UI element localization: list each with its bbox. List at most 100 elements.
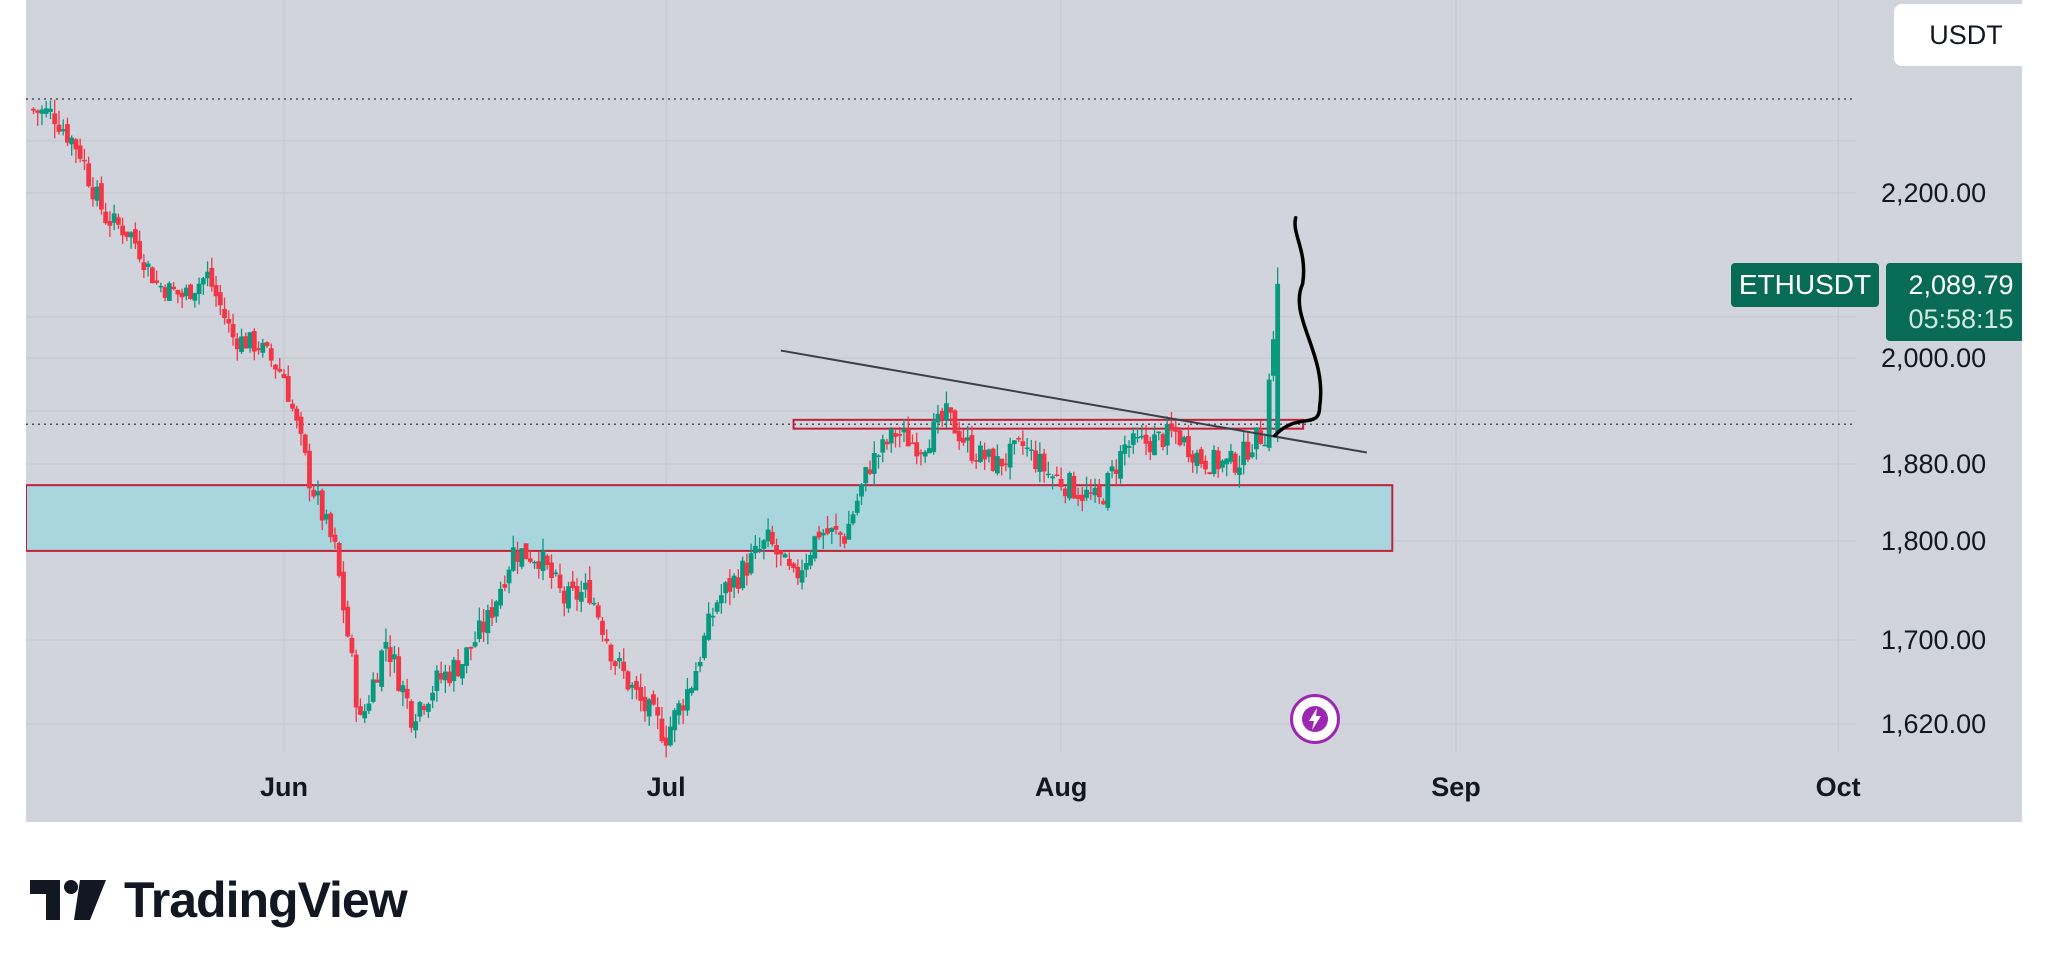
price-tick-label: 1,700.00 — [1881, 625, 1987, 655]
candle — [718, 584, 724, 614]
candle-body — [285, 376, 291, 402]
candle-body — [948, 407, 954, 413]
candle — [43, 101, 49, 118]
candle — [1084, 476, 1089, 502]
candle — [1033, 440, 1039, 473]
candle-body — [663, 737, 669, 746]
candle-body — [638, 687, 644, 701]
candle-body — [1160, 434, 1166, 448]
candle-body — [56, 124, 62, 132]
candle-body — [727, 578, 733, 592]
candle-body — [1194, 452, 1200, 466]
candle — [578, 580, 584, 613]
candle-body — [94, 186, 100, 201]
candle — [803, 553, 809, 578]
candle — [408, 699, 414, 733]
candle-body — [1215, 450, 1221, 470]
candle — [791, 562, 796, 573]
candle-body — [718, 595, 724, 604]
candle-body — [1011, 440, 1017, 445]
candle — [876, 454, 881, 469]
currency-button[interactable]: USDT — [1894, 4, 2022, 66]
candle — [761, 538, 767, 560]
price-tick-label: 1,620.00 — [1881, 709, 1987, 739]
candle-body — [769, 531, 775, 545]
candle-body — [812, 536, 818, 559]
tradingview-logo[interactable]: TradingView — [30, 872, 408, 928]
candle — [1079, 486, 1085, 512]
candle-body — [1003, 463, 1009, 465]
drawing-layer — [780, 216, 1367, 454]
candle-body — [77, 145, 83, 159]
candle-body — [961, 437, 966, 443]
candle — [213, 276, 219, 307]
candle — [438, 661, 444, 684]
candle — [561, 586, 567, 617]
candle-body — [1016, 438, 1022, 440]
candle-body — [791, 563, 796, 569]
candle — [73, 138, 79, 164]
candle — [646, 698, 652, 726]
candle — [973, 453, 979, 469]
candle — [328, 511, 334, 543]
candle-body — [171, 286, 176, 290]
candle-body — [111, 213, 117, 223]
candle — [1237, 455, 1242, 488]
candle-body — [166, 283, 172, 301]
candle-body — [1169, 423, 1174, 431]
candle-body — [837, 532, 843, 535]
candle-body — [1130, 433, 1136, 445]
bar-countdown: 05:58:15 — [1908, 304, 2014, 334]
candle-body — [668, 726, 673, 746]
candle — [1054, 466, 1060, 477]
candle-body — [786, 558, 792, 566]
candle — [735, 569, 741, 594]
candle-body — [752, 545, 758, 554]
candle-body — [290, 403, 295, 409]
candle-body — [1177, 430, 1183, 446]
candle-body — [447, 671, 453, 684]
candle-body — [1258, 430, 1264, 444]
candle-body — [311, 489, 317, 497]
candle-body — [617, 657, 622, 662]
candle — [553, 569, 559, 577]
candle-body — [515, 552, 520, 562]
candle — [52, 99, 58, 139]
candle-body — [935, 413, 941, 423]
candle — [1071, 471, 1077, 500]
candle — [251, 328, 257, 361]
candle-body — [1198, 449, 1204, 465]
lightning-bolt-icon[interactable] — [1290, 694, 1340, 744]
last-price: 2,089.79 — [1908, 270, 2014, 300]
candle — [574, 578, 580, 612]
candle — [485, 604, 491, 645]
candle-body — [587, 580, 593, 604]
candle — [404, 678, 410, 709]
candle-body — [493, 601, 499, 617]
candle — [994, 444, 1000, 476]
candle — [927, 439, 932, 454]
price-chart[interactable] — [26, 0, 2022, 822]
candle — [285, 365, 291, 403]
chart-panel[interactable]: 2,200.00 2,000.00 1,880.00 1,800.00 1,700.00… — [26, 0, 2022, 822]
candle-body — [927, 448, 932, 454]
candle — [634, 675, 639, 700]
candle-body — [1054, 474, 1060, 477]
candle — [1258, 420, 1264, 445]
candle — [1147, 436, 1153, 461]
candle-body — [99, 183, 104, 210]
candle — [217, 284, 223, 315]
candle-body — [854, 500, 860, 513]
candle — [523, 543, 529, 560]
candle — [149, 266, 155, 284]
candle — [744, 553, 750, 586]
candle-body — [651, 694, 656, 705]
candle-body — [145, 263, 151, 267]
candle-body — [829, 528, 835, 532]
candle — [948, 407, 954, 425]
candle — [617, 652, 622, 669]
candle-body — [939, 410, 945, 420]
candle-body — [897, 434, 903, 436]
candle-body — [863, 467, 869, 484]
candle — [336, 541, 342, 578]
